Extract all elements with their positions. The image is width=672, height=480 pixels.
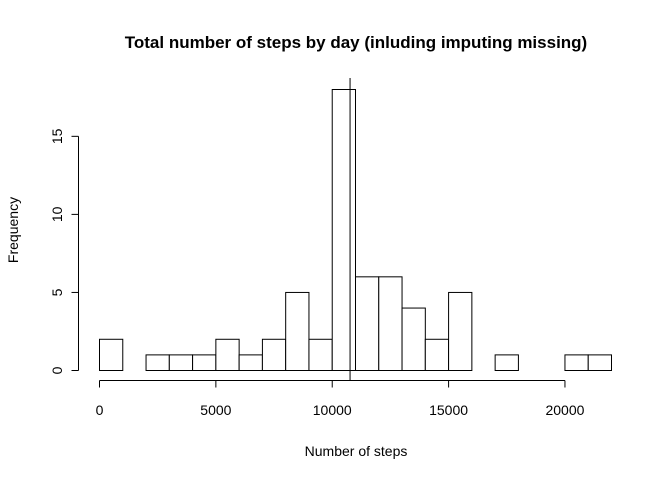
histogram-bar: [145, 354, 170, 371]
histogram-bar: [378, 276, 403, 372]
y-tick-label: 15: [49, 128, 65, 144]
histogram-bar: [494, 354, 519, 371]
histogram-bar: [448, 291, 473, 372]
histogram-bars: [99, 89, 613, 372]
y-tick-label: 0: [49, 366, 65, 374]
histogram-bar: [215, 338, 240, 371]
histogram-bar: [285, 291, 310, 372]
x-tick-label: 5000: [200, 402, 231, 418]
histogram-bar: [424, 338, 450, 371]
histogram-bar: [355, 276, 380, 372]
histogram-bar: [401, 307, 426, 371]
histogram-bar: [238, 354, 263, 371]
y-tick-label: 10: [49, 206, 65, 222]
y-axis: 0 5 10 15: [49, 128, 79, 374]
histogram-bar: [331, 89, 356, 371]
histogram-bar: [587, 354, 613, 371]
x-tick-label: 20000: [545, 402, 584, 418]
x-axis: 0 5000 10000 15000 20000: [96, 380, 585, 418]
histogram-bar: [308, 338, 333, 371]
x-tick-label: 15000: [429, 402, 468, 418]
y-tick-label: 5: [49, 288, 65, 296]
histogram-bar: [192, 354, 217, 371]
histogram-bar: [564, 354, 589, 371]
y-axis-label: Frequency: [5, 197, 21, 263]
histogram-bar: [261, 338, 287, 371]
chart-title: Total number of steps by day (inluding i…: [125, 33, 587, 52]
x-tick-label: 10000: [313, 402, 352, 418]
histogram-bar: [168, 354, 194, 371]
histogram-bar: [99, 338, 124, 371]
x-axis-label: Number of steps: [305, 443, 408, 459]
x-tick-label: 0: [96, 402, 104, 418]
